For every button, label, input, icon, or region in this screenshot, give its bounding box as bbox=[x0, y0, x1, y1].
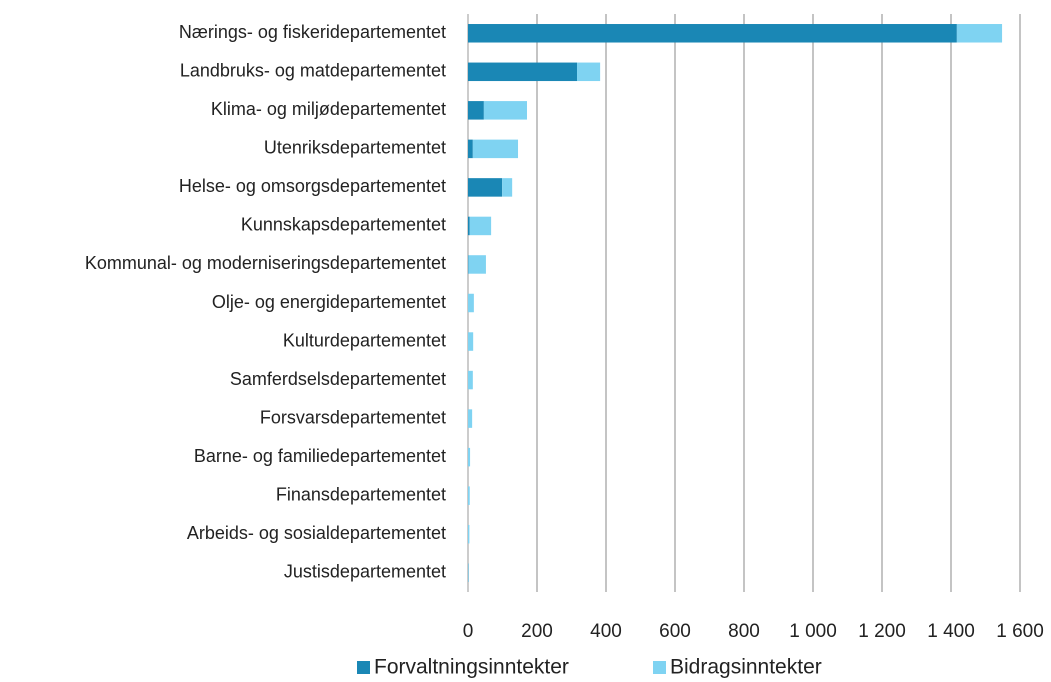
y-tick-label: Samferdselsdepartementet bbox=[230, 369, 446, 389]
bar-segment bbox=[468, 62, 578, 82]
bar-segment bbox=[468, 216, 470, 236]
bar-segment bbox=[468, 486, 470, 505]
x-tick-label: 1 000 bbox=[789, 621, 837, 642]
bar-segment bbox=[469, 216, 492, 236]
y-tick-label: Arbeids- og sosialdepartementet bbox=[187, 523, 446, 543]
bar-segment bbox=[468, 409, 473, 428]
y-tick-label: Olje- og energidepartementet bbox=[212, 292, 446, 312]
bar-segment bbox=[468, 255, 486, 274]
y-tick-label: Helse- og omsorgsdepartementet bbox=[179, 176, 446, 196]
x-tick-label: 1 200 bbox=[858, 621, 906, 642]
y-tick-label: Kulturdepartementet bbox=[283, 330, 446, 350]
x-tick-label: 600 bbox=[659, 621, 691, 642]
bar-segment bbox=[468, 101, 484, 120]
y-tick-label: Finansdepartementet bbox=[276, 484, 446, 504]
x-tick-label: 800 bbox=[728, 621, 760, 642]
legend-swatch bbox=[653, 661, 666, 674]
y-tick-label: Justisdepartementet bbox=[284, 561, 446, 581]
y-tick-label: Landbruks- og matdepartementet bbox=[180, 61, 446, 81]
y-tick-label: Forsvarsdepartementet bbox=[260, 407, 446, 427]
bar-segment bbox=[468, 332, 474, 351]
y-tick-label: Klima- og miljødepartementet bbox=[211, 99, 446, 119]
legend-swatch bbox=[357, 661, 370, 674]
bar-segment bbox=[468, 139, 473, 159]
y-tick-label: Kunnskapsdepartementet bbox=[241, 215, 446, 235]
y-tick-label: Nærings- og fiskeridepartementet bbox=[179, 22, 446, 42]
x-tick-label: 400 bbox=[590, 621, 622, 642]
bar-segment bbox=[577, 62, 601, 82]
bar-segment bbox=[468, 370, 473, 390]
legend-label: Forvaltningsinntekter bbox=[374, 656, 569, 679]
bar-segment bbox=[468, 447, 471, 467]
bar-segment bbox=[468, 178, 503, 197]
bar-segment bbox=[956, 24, 1003, 43]
x-tick-label: 1 400 bbox=[927, 621, 975, 642]
x-tick-label: 200 bbox=[521, 621, 553, 642]
y-tick-label: Utenriksdepartementet bbox=[264, 138, 446, 158]
bar-segment bbox=[483, 101, 527, 120]
bar-segment bbox=[468, 24, 957, 43]
y-tick-label: Barne- og familiedepartementet bbox=[194, 446, 446, 466]
legend-label: Bidragsinntekter bbox=[670, 656, 822, 679]
bar-segment bbox=[468, 293, 474, 313]
bar-segment bbox=[468, 524, 470, 544]
bar-segment bbox=[472, 139, 519, 159]
y-tick-label: Kommunal- og moderniseringsdepartementet bbox=[85, 253, 446, 273]
bar-segment bbox=[502, 178, 513, 197]
x-tick-label: 0 bbox=[463, 621, 474, 642]
x-tick-label: 1 600 bbox=[996, 621, 1044, 642]
